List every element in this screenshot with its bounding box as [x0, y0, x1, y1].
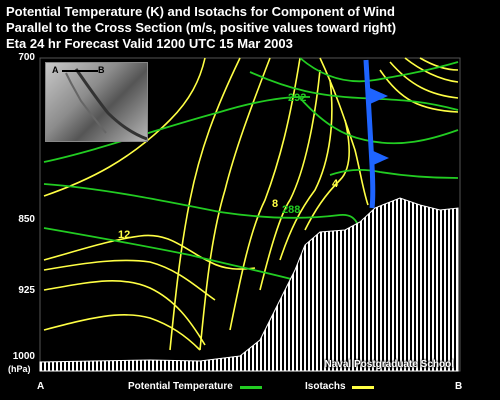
- isotach-line: [279, 79, 333, 261]
- credit-text: Naval Postgraduate School: [324, 359, 454, 370]
- isotach-label-4: 4: [332, 178, 339, 190]
- theta-line: [43, 227, 296, 281]
- inset-label-a: A: [52, 65, 59, 75]
- isotach-contours: [43, 57, 459, 351]
- legend-theta-label: Potential Temperature: [128, 381, 233, 392]
- theta-line: [43, 95, 311, 163]
- isotach-line: [169, 57, 241, 351]
- isotach-line: [304, 119, 350, 231]
- theta-label-288: 288: [282, 204, 301, 216]
- isotach-line: [43, 313, 201, 351]
- y-tick-700: 700: [18, 52, 35, 63]
- theta-line: [43, 183, 359, 226]
- title-line-2: Parallel to the Cross Section (m/s, posi…: [6, 20, 397, 35]
- isotach-line: [404, 57, 459, 83]
- isotach-line: [199, 57, 271, 351]
- isotach-line: [43, 259, 216, 301]
- isotach-line: [43, 234, 256, 270]
- legend-isotach-label: Isotachs: [305, 381, 346, 392]
- title-line-3: Eta 24 hr Forecast Valid 1200 UTC 15 Mar…: [6, 36, 293, 51]
- theta-contours: [43, 57, 459, 281]
- theta-line: [329, 168, 459, 179]
- terrain: [39, 197, 459, 372]
- isotach-label-12: 12: [118, 229, 131, 241]
- title-line-1: Potential Temperature (K) and Isotachs f…: [6, 4, 395, 19]
- y-tick-1000: 1000: [12, 351, 35, 362]
- front-line: [363, 59, 389, 209]
- coastline: [62, 68, 147, 141]
- inset-label-b: B: [98, 65, 105, 75]
- chart-title: Potential Temperature (K) and Isotachs f…: [6, 4, 496, 52]
- isotach-line: [319, 57, 369, 206]
- theta-line: [249, 71, 459, 111]
- isotach-line: [389, 61, 459, 99]
- isotach-line: [43, 280, 206, 346]
- legend-isotach-swatch: [352, 386, 374, 389]
- theta-line: [299, 57, 459, 83]
- theta-label-292: 292: [288, 92, 307, 104]
- y-axis-unit: (hPa): [8, 364, 31, 374]
- location-inset-map: A B: [45, 62, 148, 142]
- isotach-line: [259, 69, 321, 291]
- y-tick-850: 850: [18, 214, 35, 225]
- y-tick-925: 925: [18, 285, 35, 296]
- isotach-line: [229, 57, 301, 331]
- legend-theta-swatch: [240, 386, 262, 389]
- x-label-b: B: [455, 381, 463, 392]
- theta-line: [299, 97, 459, 145]
- isotach-label-8: 8: [272, 198, 279, 210]
- x-label-a: A: [37, 381, 45, 392]
